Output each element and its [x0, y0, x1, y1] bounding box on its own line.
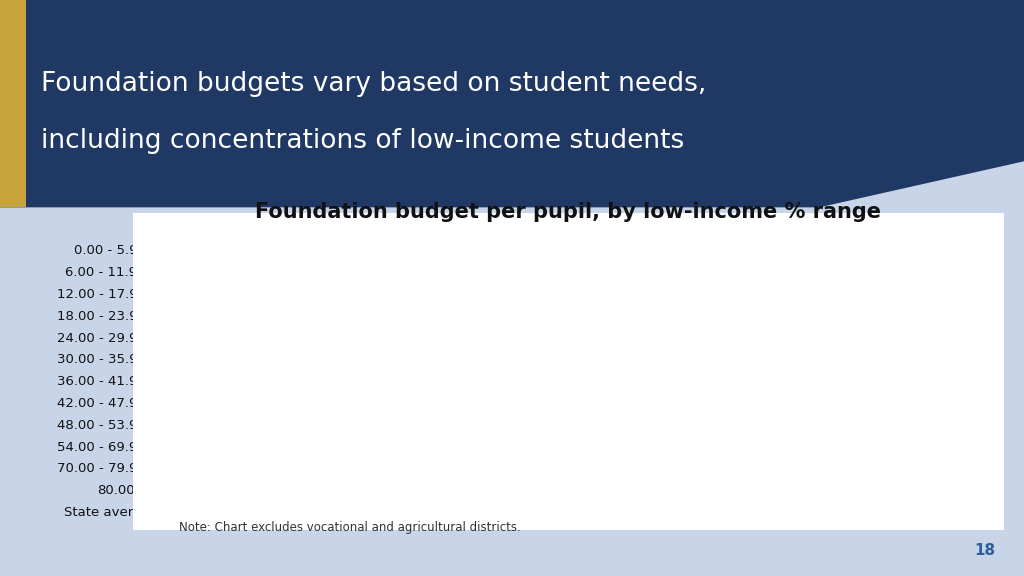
Text: $13,329: $13,329: [664, 330, 719, 343]
Text: Foundation budgets vary based on student needs,: Foundation budgets vary based on student…: [41, 70, 707, 97]
Bar: [164, 286, 648, 300]
Text: $14,613: $14,613: [711, 374, 766, 386]
Bar: [164, 461, 876, 474]
Bar: [164, 439, 796, 452]
Text: $19,775: $19,775: [903, 483, 957, 496]
Text: Note: Chart excludes vocational and agricultural districts.: Note: Chart excludes vocational and agri…: [179, 521, 521, 535]
Text: $16,997: $16,997: [800, 439, 854, 452]
Text: $12,065: $12,065: [616, 242, 672, 256]
Bar: [164, 396, 737, 408]
Bar: [164, 483, 898, 496]
Text: $19,158: $19,158: [880, 461, 935, 474]
Bar: [164, 242, 612, 256]
Text: $13,985: $13,985: [688, 352, 742, 365]
Text: $13,046: $13,046: [653, 286, 708, 300]
Bar: [164, 308, 650, 321]
Bar: [164, 264, 637, 278]
Bar: [164, 505, 753, 518]
Text: Foundation budget per pupil, by low-income % range: Foundation budget per pupil, by low-inco…: [255, 202, 882, 222]
Bar: [164, 330, 659, 343]
Bar: [164, 374, 707, 386]
Text: $12,745: $12,745: [642, 264, 696, 278]
Text: $13,087: $13,087: [654, 308, 710, 321]
Text: 18: 18: [974, 543, 995, 558]
Text: $15,427: $15,427: [741, 396, 797, 408]
Bar: [164, 352, 683, 365]
Bar: [164, 417, 765, 430]
Text: $15,852: $15,852: [757, 505, 812, 518]
Text: $16,186: $16,186: [770, 417, 824, 430]
Text: including concentrations of low-income students: including concentrations of low-income s…: [41, 128, 684, 154]
